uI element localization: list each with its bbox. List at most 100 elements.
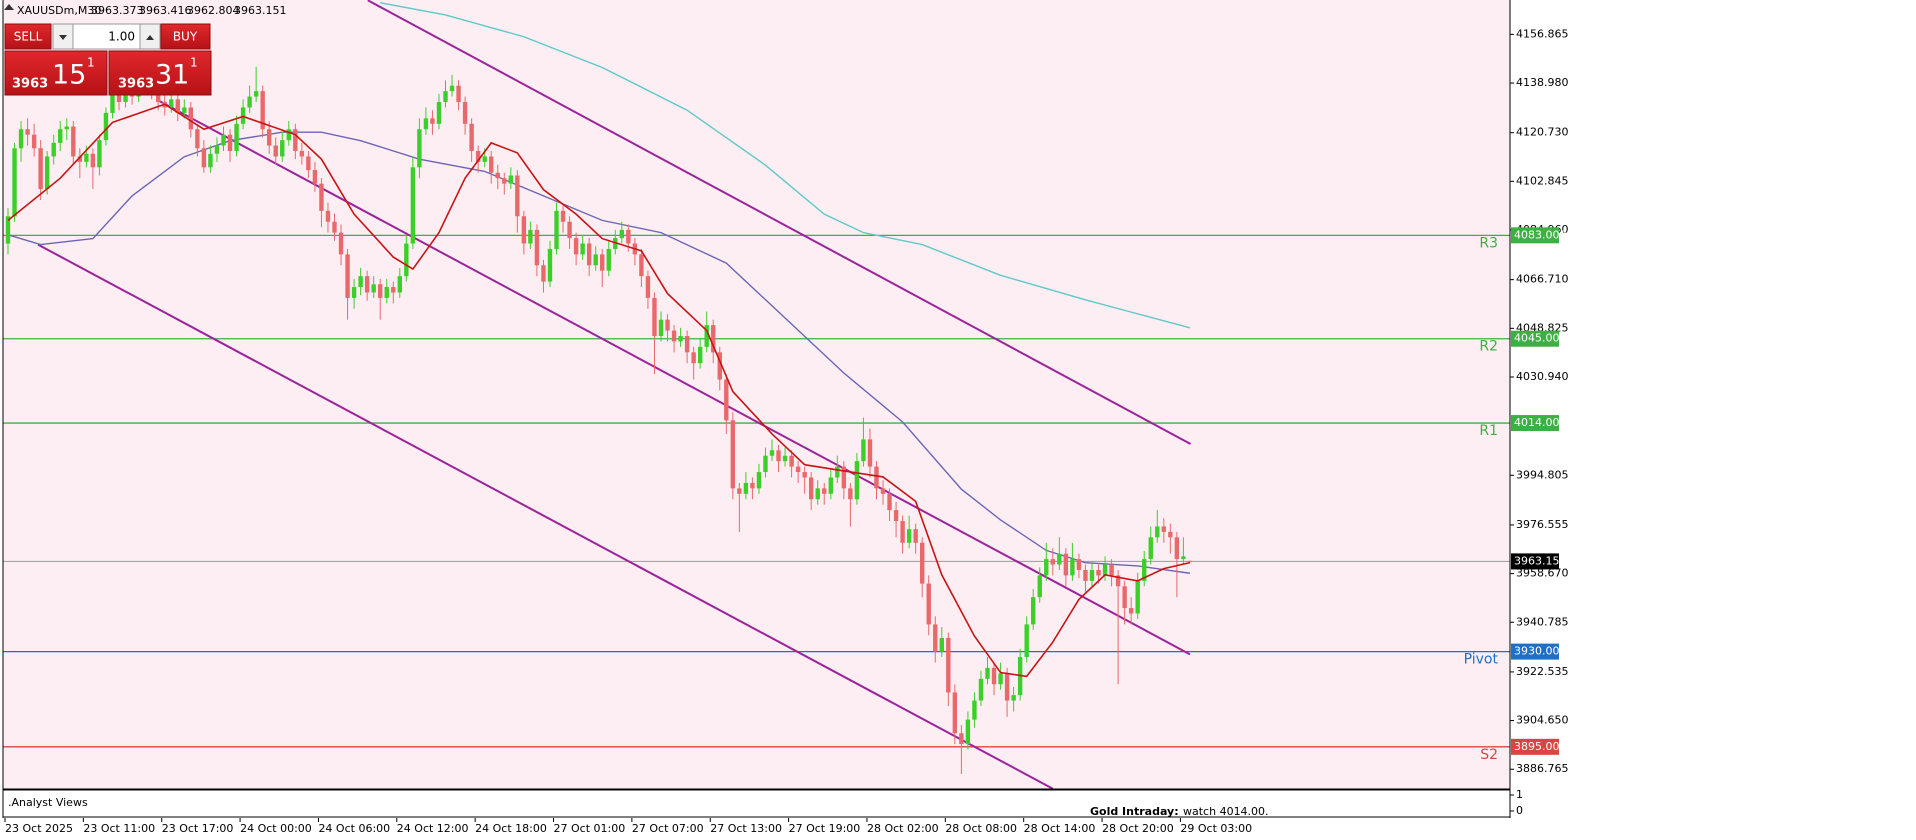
- candle-body: [1044, 559, 1049, 576]
- candle-body: [449, 85, 455, 92]
- candle-body: [717, 352, 722, 380]
- candle-body: [593, 254, 598, 266]
- candle-body: [1083, 569, 1088, 581]
- plot-area: [3, 0, 1510, 789]
- candle-body: [776, 450, 781, 462]
- ask-big: 3963: [118, 77, 154, 92]
- candle-body: [586, 243, 592, 266]
- x-tick-label: 23 Oct 17:00: [162, 822, 234, 835]
- candle-body: [462, 102, 468, 124]
- candle-body: [1168, 531, 1173, 538]
- candle-body: [1096, 569, 1101, 576]
- candle-body: [1122, 586, 1127, 609]
- panel-tick-label: 0: [1516, 804, 1523, 817]
- candle-body: [404, 243, 409, 277]
- candle-body: [71, 126, 76, 157]
- candle-body: [469, 123, 474, 151]
- candle-body: [684, 336, 690, 353]
- candle-body: [861, 439, 866, 462]
- candle-body: [1115, 575, 1121, 587]
- bid-box[interactable]: [4, 50, 108, 96]
- x-tick-label: 24 Oct 00:00: [240, 822, 312, 835]
- moving-average: [7, 103, 1191, 678]
- x-tick-label: 28 Oct 08:00: [945, 822, 1017, 835]
- indicator-title: .Analyst Views: [8, 796, 88, 809]
- candle-body: [926, 583, 931, 625]
- level-tag: [1511, 330, 1559, 347]
- level-tag: [1511, 415, 1559, 432]
- candle-body: [1050, 559, 1055, 565]
- candle-body: [280, 140, 285, 157]
- candle-body: [841, 466, 847, 489]
- bid-pips: 15: [52, 60, 86, 91]
- y-tick-label: 4030.940: [1516, 370, 1569, 383]
- candle-body: [639, 254, 644, 277]
- candle-body: [978, 678, 984, 701]
- candle-body: [848, 488, 853, 500]
- candle-body: [939, 638, 944, 652]
- y-tick-label: 4066.710: [1516, 273, 1569, 286]
- trendline: [37, 243, 1054, 790]
- candle-body: [38, 148, 43, 190]
- candle-body: [1128, 608, 1134, 614]
- candle-body: [1076, 559, 1082, 570]
- x-tick-label: 28 Oct 14:00: [1024, 822, 1096, 835]
- candle-body: [528, 229, 533, 244]
- candle-body: [711, 325, 716, 353]
- level-name: Pivot: [1464, 652, 1499, 668]
- candle-body: [495, 172, 500, 179]
- candle-body: [541, 265, 546, 282]
- level-name: R2: [1479, 339, 1498, 355]
- candle-body: [789, 455, 794, 467]
- candle-body: [567, 221, 572, 239]
- candle-body: [554, 210, 559, 249]
- sell-button[interactable]: [4, 23, 52, 50]
- buy-button[interactable]: [160, 23, 211, 50]
- candle-body: [338, 232, 344, 255]
- candle-body: [743, 482, 749, 494]
- candle-body: [782, 455, 788, 462]
- trade-panel: SELL 1.00 BUY 3963 15 1 3963 31 1: [4, 23, 212, 96]
- candle-body: [384, 287, 389, 298]
- level-label: 3930.000: [1514, 645, 1567, 658]
- x-tick-label: 24 Oct 06:00: [318, 822, 390, 835]
- ask-pips: 31: [155, 60, 189, 91]
- candle-body: [64, 126, 69, 130]
- candle-body: [1063, 553, 1069, 576]
- candle-body: [573, 238, 579, 255]
- lot-input[interactable]: [72, 23, 141, 50]
- plot-layer: R3 R2 R1 Pivot S2: [3, 0, 1510, 790]
- candle-body: [920, 542, 925, 584]
- candle-body: [77, 156, 83, 162]
- candle-body: [652, 297, 657, 337]
- candle-body: [325, 210, 331, 222]
- candle-body: [436, 102, 442, 124]
- candle-body: [371, 284, 376, 293]
- candle-body: [1011, 695, 1016, 701]
- candle-body: [456, 85, 461, 103]
- ask-box[interactable]: [108, 50, 212, 96]
- candle-body: [606, 248, 611, 271]
- candle-body: [502, 178, 507, 184]
- candle-body: [351, 287, 357, 298]
- candle-body: [214, 145, 220, 154]
- y-tick-label: 3976.555: [1516, 518, 1569, 531]
- candle-body: [547, 248, 553, 282]
- candle-body: [867, 439, 873, 467]
- candle-body: [913, 529, 918, 543]
- candle-body: [110, 91, 115, 113]
- candle-body: [626, 229, 631, 244]
- x-tick-label: 23 Oct 11:00: [83, 822, 155, 835]
- candle-body: [1181, 556, 1186, 560]
- candle-body: [985, 667, 990, 679]
- level-label: 4083.000: [1514, 228, 1567, 241]
- symbol: XAUUSDm,M30: [17, 4, 101, 17]
- candle-body: [959, 733, 964, 745]
- candle-body: [822, 488, 827, 494]
- candle-body: [201, 148, 207, 168]
- bid-big: 3963: [12, 77, 48, 92]
- x-tick-label: 29 Oct 03:00: [1180, 822, 1252, 835]
- y-tick-label: 3922.535: [1516, 665, 1569, 678]
- buy-label: BUY: [173, 30, 198, 44]
